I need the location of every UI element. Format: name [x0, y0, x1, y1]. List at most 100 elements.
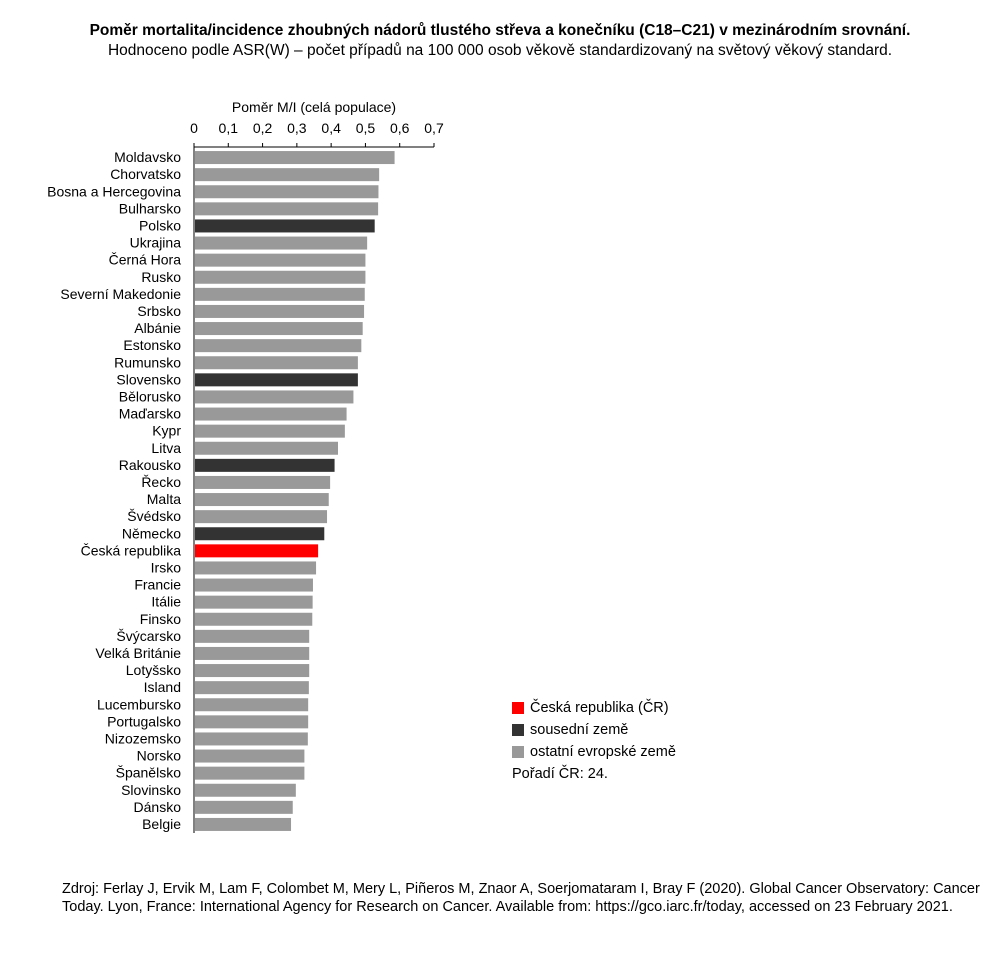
bar-other	[195, 646, 310, 660]
category-label: Řecko	[141, 474, 181, 490]
legend-swatch-other	[512, 746, 524, 758]
bar-other	[195, 612, 313, 626]
legend-item-other: ostatní evropské země	[512, 741, 676, 763]
bar-other	[195, 578, 313, 592]
bar-other	[195, 270, 366, 284]
category-label: Severní Makedonie	[60, 286, 181, 302]
bar-other	[195, 595, 313, 609]
bar-other	[195, 475, 331, 489]
category-label: Rakousko	[119, 457, 181, 473]
bar-other	[195, 766, 305, 780]
category-label: Dánsko	[134, 799, 182, 815]
category-label: Itálie	[151, 594, 181, 610]
category-label: Srbsko	[137, 303, 181, 319]
category-label: Švýcarsko	[116, 628, 181, 644]
bar-other	[195, 629, 310, 643]
category-label: Česká republika	[81, 542, 182, 558]
bar-other	[195, 202, 379, 216]
category-label: Irsko	[151, 559, 182, 575]
x-tick-label: 0,5	[356, 120, 376, 136]
category-label: Maďarsko	[119, 406, 182, 422]
category-label: Moldavsko	[114, 149, 181, 165]
legend-item-neighbor: sousední země	[512, 719, 676, 741]
bar-other	[195, 322, 363, 336]
legend: Česká republika (ČR) sousední země ostat…	[512, 697, 676, 785]
category-label: Island	[144, 679, 181, 695]
chart-subtitle: Hodnoceno podle ASR(W) – počet případů n…	[107, 42, 893, 59]
bar-other	[195, 304, 365, 318]
x-tick-label: 0,6	[390, 120, 410, 136]
x-axis-title: Poměr M/I (celá populace)	[232, 99, 396, 115]
bar-other	[195, 800, 293, 814]
bar-other	[195, 698, 309, 712]
x-tick-label: 0,2	[253, 120, 273, 136]
cz-rank-text: Pořadí ČR: 24.	[512, 766, 608, 782]
category-label: Ukrajina	[130, 235, 182, 251]
category-label: Finsko	[140, 611, 181, 627]
category-label: Albánie	[134, 320, 181, 336]
bar-other	[195, 715, 309, 729]
category-label: Lotyšsko	[126, 662, 181, 678]
bar-other	[195, 493, 329, 507]
bar-neighbor	[195, 458, 335, 472]
category-label: Belgie	[142, 816, 181, 832]
category-label: Malta	[147, 491, 181, 507]
bar-other	[195, 732, 308, 746]
legend-label-cz: Česká republika (ČR)	[530, 700, 669, 716]
legend-item-cz: Česká republika (ČR)	[512, 697, 676, 719]
bar-neighbor	[195, 527, 325, 541]
category-label: Německo	[122, 525, 181, 541]
category-label: Španělsko	[116, 765, 182, 781]
category-label: Švédsko	[127, 508, 181, 524]
bar-other	[195, 817, 292, 831]
category-label: Slovinsko	[121, 782, 181, 798]
category-label: Litva	[151, 440, 181, 456]
category-label: Rumunsko	[114, 354, 181, 370]
category-label: Nizozemsko	[105, 730, 181, 746]
bar-other	[195, 287, 365, 301]
bar-other	[195, 783, 296, 797]
bar-cz	[195, 544, 319, 558]
legend-swatch-neighbor	[512, 724, 524, 736]
category-label: Lucembursko	[97, 696, 181, 712]
bar-neighbor	[195, 219, 375, 233]
bar-other	[195, 407, 347, 421]
category-label: Portugalsko	[107, 713, 181, 729]
category-label: Rusko	[141, 269, 181, 285]
category-label: Slovensko	[116, 371, 181, 387]
x-tick-label: 0,7	[424, 120, 444, 136]
bar-other	[195, 339, 362, 353]
category-label: Kypr	[152, 423, 181, 439]
bar-other	[195, 236, 368, 250]
bar-other	[195, 253, 366, 267]
bar-chart: Poměr M/I (celá populace) 0 0,1 0,2 0,3 0,4 0,…	[47, 99, 444, 833]
legend-swatch-cz	[512, 702, 524, 714]
bar-neighbor	[195, 373, 358, 387]
x-tick-label: 0,4	[321, 120, 341, 136]
category-label: Bosna a Hercegovina	[47, 183, 181, 199]
chart-title: Poměr mortalita/incidence zhoubných nádo…	[89, 22, 911, 39]
category-label: Chorvatsko	[110, 166, 181, 182]
bar-other	[195, 561, 317, 575]
legend-label-neighbor: sousední země	[530, 722, 629, 738]
bar-other	[195, 151, 395, 165]
bar-other	[195, 510, 328, 524]
legend-label-other: ostatní evropské země	[530, 744, 676, 760]
bar-other	[195, 681, 309, 695]
bar-other	[195, 356, 358, 370]
bar-other	[195, 390, 354, 404]
bar-other	[195, 441, 338, 455]
x-tick-label: 0	[190, 120, 198, 136]
bar-other	[195, 168, 380, 182]
category-label: Velká Británie	[95, 645, 181, 661]
x-tick-label: 0,1	[219, 120, 239, 136]
category-label: Černá Hora	[109, 252, 182, 268]
bar-other	[195, 749, 305, 763]
category-label: Francie	[134, 577, 181, 593]
bar-other	[195, 664, 310, 678]
category-label: Bělorusko	[119, 388, 181, 404]
source-note: Zdroj: Ferlay J, Ervik M, Lam F, Colombe…	[62, 881, 980, 915]
bar-other	[195, 424, 345, 438]
category-label: Estonsko	[123, 337, 181, 353]
category-label: Bulharsko	[119, 200, 181, 216]
